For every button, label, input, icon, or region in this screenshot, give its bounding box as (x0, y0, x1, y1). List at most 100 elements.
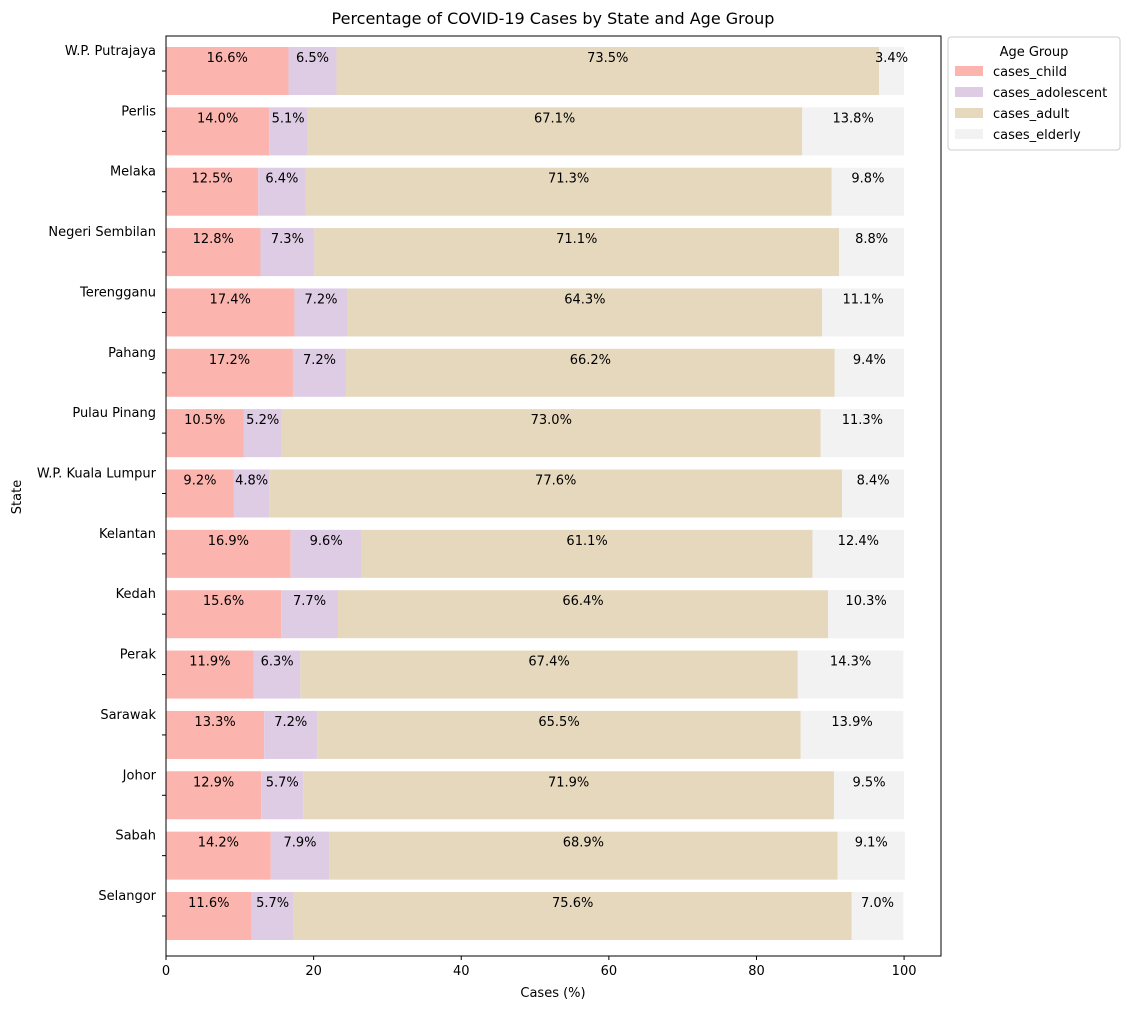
bar-cases-adult (336, 47, 879, 95)
bar-cases-adolescent (270, 831, 330, 880)
data-label: 9.8% (851, 172, 884, 187)
legend-entry: cases_adolescent (993, 86, 1107, 101)
data-label: 71.1% (556, 232, 597, 247)
y-tick-label: Pahang (108, 346, 156, 361)
x-tick-label: 80 (748, 964, 765, 979)
data-label: 7.2% (303, 353, 336, 368)
data-label: 5.1% (272, 111, 305, 126)
bar-cases-adolescent (251, 892, 294, 940)
legend-title: Age Group (1000, 45, 1069, 60)
y-tick-label: Melaka (110, 165, 156, 180)
bar-cases-child (166, 771, 262, 820)
data-label: 11.3% (842, 413, 883, 428)
data-label: 9.6% (310, 534, 343, 549)
data-label: 9.4% (853, 353, 886, 368)
bar-cases-elderly (833, 771, 905, 820)
data-label: 9.2% (183, 474, 216, 489)
bar-cases-elderly (842, 469, 905, 518)
data-label: 71.9% (548, 775, 589, 790)
bar-cases-elderly (812, 529, 905, 578)
y-tick-label: Kedah (116, 587, 156, 602)
data-label: 67.4% (528, 655, 569, 670)
bar-cases-adolescent (253, 650, 301, 699)
bar-cases-child (166, 892, 252, 940)
data-label: 5.2% (246, 413, 279, 428)
y-tick-label: Pulau Pinang (72, 406, 156, 421)
bar-cases-child (166, 107, 270, 156)
data-label: 17.4% (210, 292, 251, 307)
data-label: 64.3% (564, 292, 605, 307)
bar-cases-adult (337, 590, 829, 639)
data-label: 7.9% (283, 836, 316, 851)
bar-cases-adult (329, 831, 838, 880)
bar-cases-child (166, 288, 295, 337)
data-label: 6.4% (265, 172, 298, 187)
data-label: 11.9% (189, 655, 230, 670)
bar-cases-child (166, 228, 261, 277)
data-label: 16.9% (208, 534, 249, 549)
bar-cases-child (166, 469, 234, 518)
data-label: 7.0% (861, 896, 894, 911)
data-label: 12.5% (191, 172, 232, 187)
data-label: 6.3% (261, 655, 294, 670)
bar-cases-adult (303, 771, 834, 820)
bar-cases-adolescent (288, 47, 337, 95)
x-tick-label: 60 (601, 964, 618, 979)
bar-cases-elderly (800, 710, 904, 759)
data-label: 14.2% (198, 836, 239, 851)
data-label: 7.7% (293, 594, 326, 609)
data-label: 4.8% (235, 474, 268, 489)
data-label: 8.4% (857, 474, 890, 489)
x-axis-label: Cases (%) (520, 986, 585, 1001)
y-tick-label: Sarawak (100, 708, 156, 723)
y-axis-label: State (10, 480, 25, 514)
bar-cases-elderly (851, 892, 904, 940)
bar-cases-adolescent (258, 167, 306, 216)
legend-swatch (955, 87, 983, 97)
bar-cases-adult (305, 167, 832, 216)
bar-cases-adolescent (269, 107, 307, 156)
bar-cases-adolescent (233, 469, 270, 518)
legend-swatch (955, 129, 983, 139)
legend-swatch (955, 108, 983, 118)
bar-cases-child (166, 590, 282, 639)
y-tick-label: Kelantan (99, 527, 156, 542)
data-label: 73.5% (587, 51, 628, 66)
y-tick-label: W.P. Kuala Lumpur (37, 467, 157, 482)
data-label: 5.7% (266, 775, 299, 790)
bar-cases-adult (314, 228, 840, 277)
data-label: 11.1% (842, 292, 883, 307)
bar-cases-child (166, 409, 244, 458)
data-label: 14.0% (197, 111, 238, 126)
bar-cases-adult (347, 288, 823, 337)
legend-frame (947, 36, 1121, 151)
bar-cases-adolescent (260, 228, 315, 277)
legend-entry: cases_adult (993, 107, 1069, 122)
data-label: 10.3% (845, 594, 886, 609)
data-label: 71.3% (548, 172, 589, 187)
bar-cases-adolescent (294, 288, 348, 337)
bar-cases-adult (317, 710, 801, 759)
bar-cases-child (166, 831, 271, 880)
chart-title: Percentage of COVID-19 Cases by State an… (332, 9, 775, 28)
data-label: 66.2% (570, 353, 611, 368)
data-label: 7.2% (304, 292, 337, 307)
bar-cases-child (166, 167, 259, 216)
x-tick-label: 20 (305, 964, 322, 979)
bar-cases-adult (293, 892, 852, 940)
legend-entry: cases_child (993, 65, 1067, 80)
data-label: 17.2% (209, 353, 250, 368)
bar-cases-child (166, 650, 254, 699)
bar-cases-child (166, 348, 293, 397)
y-tick-label: Johor (122, 768, 157, 783)
bar-cases-child (166, 47, 289, 95)
data-label: 12.4% (838, 534, 879, 549)
bar-cases-adolescent (290, 529, 362, 578)
data-label: 9.5% (853, 775, 886, 790)
bar-cases-adult (269, 469, 843, 518)
bar-cases-adult (346, 348, 835, 397)
bar-cases-elderly (834, 348, 905, 397)
data-label: 5.7% (256, 896, 289, 911)
data-label: 13.8% (833, 111, 874, 126)
